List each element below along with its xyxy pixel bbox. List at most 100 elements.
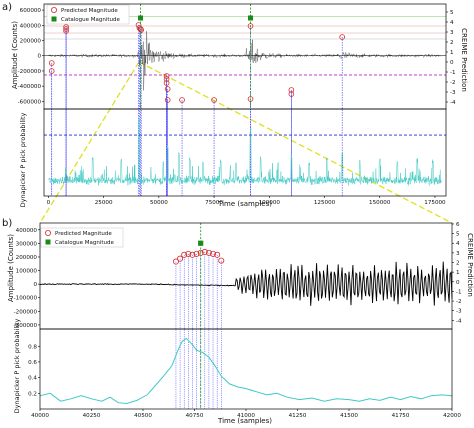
xtick-label: 0 <box>47 200 51 206</box>
predicted-magnitude-point-1 <box>177 255 184 262</box>
legend-catalogue-marker <box>45 239 51 245</box>
predicted-magnitude-point-10 <box>163 76 170 82</box>
predicted-magnitude-point-14 <box>179 97 185 103</box>
right-ytick-label: 1 <box>456 270 460 276</box>
ytick-label: 0 <box>33 282 37 288</box>
catalogue-magnitude-point-0 <box>138 15 144 21</box>
predicted-magnitude-point-1 <box>48 60 55 66</box>
predicted-magnitude-point-4 <box>189 251 196 258</box>
right-ytick-label: 1 <box>450 50 454 56</box>
right-ytick-label: 2 <box>450 40 454 46</box>
right-ytick-label: -1 <box>456 289 462 295</box>
panel-a-legend: Predicted Magnitude Catalogue Magnitude <box>46 4 130 25</box>
zoom-line-left <box>39 61 140 224</box>
seismic-waveform <box>48 31 442 91</box>
xtick-label: 175000 <box>424 200 446 206</box>
panel-a-ylabel: Amplitude (Counts) <box>11 21 19 89</box>
xtick-label: 42000 <box>443 413 461 419</box>
ytick-label: 100000 <box>16 269 38 275</box>
ytick-label: 600000 <box>20 8 42 14</box>
ytick-label: -400000 <box>18 84 42 90</box>
ytick-label: -100000 <box>14 296 38 302</box>
pick-probability-curve <box>39 337 453 405</box>
legend-predicted-label: Predicted Magnitude <box>55 231 112 237</box>
panel-b-right-ylabel: CREIME Prediction <box>466 233 474 297</box>
right-ytick-label: -3 <box>456 309 462 315</box>
ytick-label: 400000 <box>16 228 38 234</box>
predicted-magnitude-point-3 <box>63 24 69 30</box>
predicted-magnitude-point-3 <box>185 250 192 257</box>
right-ytick-label: 6 <box>456 222 460 228</box>
ytick-label: 0.4 <box>28 376 37 382</box>
xtick-label: 40500 <box>134 413 152 419</box>
ytick-label: 400000 <box>20 23 42 29</box>
predicted-magnitude-point-15 <box>211 97 217 103</box>
ytick-label: -300000 <box>14 323 38 329</box>
xtick-label: 40750 <box>186 413 204 419</box>
xtick-label: 40250 <box>83 413 101 419</box>
predicted-magnitude-point-0 <box>172 258 179 265</box>
legend-predicted-marker <box>51 7 58 13</box>
xtick-label: 75000 <box>205 200 223 206</box>
predicted-magnitude-point-9 <box>163 73 170 79</box>
ytick-label: 300000 <box>16 241 38 247</box>
right-ytick-label: -2 <box>450 80 456 86</box>
predicted-magnitude-point-2 <box>181 251 188 258</box>
legend-catalogue-marker <box>51 16 57 22</box>
predicted-magnitude-point-7 <box>201 248 208 255</box>
predicted-magnitude-point-13 <box>164 97 171 103</box>
predicted-magnitude-point-19 <box>288 87 295 93</box>
ytick-label: 0 <box>37 54 41 60</box>
legend-catalogue-label: Catalogue Magnitude <box>61 17 120 23</box>
ytick-label: 0.2 <box>28 391 37 397</box>
panel-b-upper-axes: 400000 300000 200000 100000 0 -100000 -200000 -… <box>14 222 462 409</box>
panel-a-label: a) <box>2 2 12 13</box>
panel-b-label: b) <box>2 218 12 229</box>
right-ytick-label: 3 <box>456 251 460 257</box>
right-ytick-label: 2 <box>456 261 460 267</box>
right-ytick-label: 5 <box>450 10 454 16</box>
right-ytick-label: 4 <box>450 20 454 26</box>
xtick-label: 100000 <box>259 200 281 206</box>
panel-a: a) 600000 400000 200000 0 -200000 -400000 -600… <box>2 2 468 208</box>
xtick-label: 41500 <box>340 413 358 419</box>
predicted-magnitude-point-9 <box>210 250 217 257</box>
legend-box <box>40 227 124 248</box>
right-ytick-label: 4 <box>456 241 460 247</box>
xtick-label: 50000 <box>150 200 168 206</box>
panel-b-legend: Predicted Magnitude Catalogue Magnitude <box>40 227 124 248</box>
right-ytick-label: 5 <box>456 232 460 238</box>
panel-a-right-ylabel: CREIME Prediction <box>460 28 468 92</box>
predicted-magnitude-point-4 <box>63 28 69 34</box>
ytick-label: -200000 <box>18 69 42 75</box>
xtick-label: 41000 <box>237 413 255 419</box>
panel-a-lower-axes: 0 25000 50000 75000 100000 125000 150000 175000 <box>43 108 447 206</box>
xtick-label: 41250 <box>289 413 307 419</box>
predicted-magnitude-point-11 <box>163 80 170 86</box>
xtick-label: 125000 <box>314 200 336 206</box>
ytick-label: 200000 <box>20 39 42 45</box>
ytick-label: 0.6 <box>28 360 37 366</box>
right-ytick-label: -1 <box>450 70 456 76</box>
predicted-magnitude-point-8 <box>205 249 212 256</box>
predicted-magnitude-point-5 <box>193 250 200 257</box>
panel-b-lower-axes: 0.8 0.6 0.4 0.2 40000 40250 40500 40750 41000 412… <box>28 328 461 419</box>
predicted-magnitude-point-8 <box>138 27 144 33</box>
ytick-label: -600000 <box>18 99 42 105</box>
right-ytick-label: 0 <box>456 280 460 286</box>
right-ytick-label: -4 <box>450 100 456 106</box>
ytick-label: 0.8 <box>28 344 37 350</box>
panel-a-xlabel: Time (samples) <box>217 200 272 208</box>
ytick-label: 200000 <box>16 255 38 261</box>
right-ytick-label: -2 <box>456 299 462 305</box>
right-ytick-label: -3 <box>450 90 456 96</box>
catalogue-magnitude-point-0 <box>198 240 204 246</box>
panel-b: b) 4000003000002000001000000-100000-2000… <box>2 218 474 425</box>
predicted-magnitude-point-16 <box>247 23 254 29</box>
legend-predicted-label: Predicted Magnitude <box>61 8 118 14</box>
right-ytick-label: 0 <box>450 60 454 66</box>
predicted-magnitude-point-20 <box>339 34 345 40</box>
xtick-label: 25000 <box>95 200 113 206</box>
predicted-magnitude-point-12 <box>164 86 171 92</box>
